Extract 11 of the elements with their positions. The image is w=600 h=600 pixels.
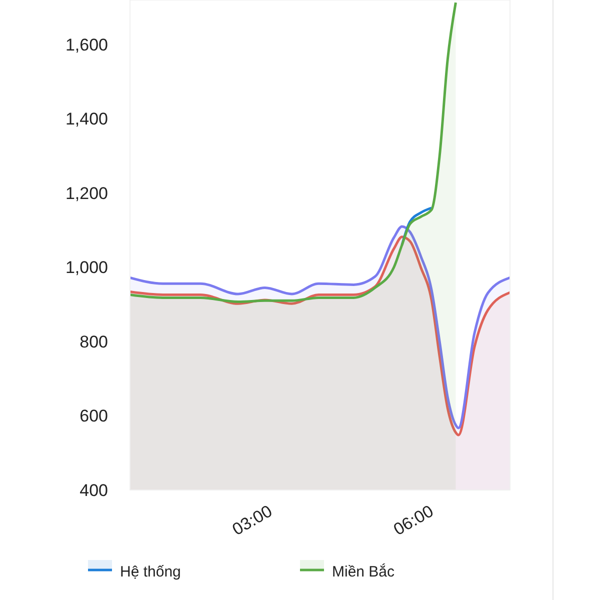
x-tick-label: 06:00 [390, 502, 437, 540]
y-tick-label: 1,600 [65, 35, 108, 54]
y-tick-label: 1,000 [65, 258, 108, 278]
y-tick-label: 400 [80, 480, 108, 500]
y-tick-label: 600 [80, 406, 108, 426]
legend-label: Hệ thống [120, 563, 181, 580]
x-tick-label: 03:00 [229, 502, 276, 540]
y-tick-label: 1,400 [65, 110, 108, 129]
y-tick-label: 800 [80, 332, 108, 352]
y-tick-label: 1,200 [65, 184, 108, 203]
legend-label: Miền Bắc [332, 562, 396, 580]
